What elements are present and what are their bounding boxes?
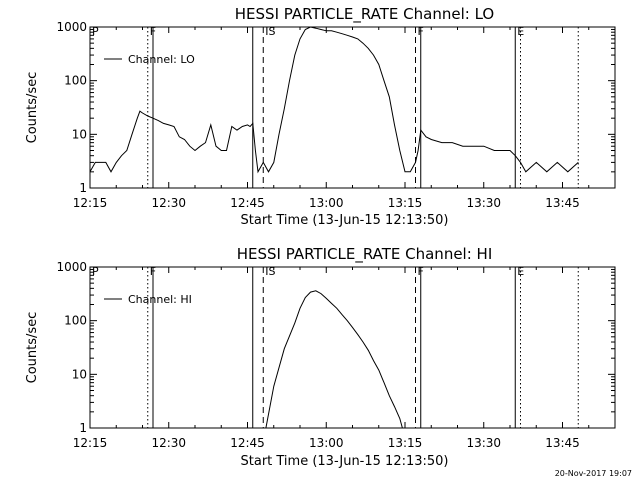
x-tick-label: 13:45: [545, 436, 580, 450]
y-tick-label: 1000: [56, 20, 87, 34]
panel-hi: HESSI PARTICLE_RATE Channel: HI Start Tim…: [25, 245, 616, 469]
x-tick-label: 12:45: [230, 196, 265, 210]
chart-title: HESSI PARTICLE_RATE Channel: LO: [235, 5, 494, 24]
y-tick-label: 100: [64, 74, 87, 88]
series-line: [90, 27, 579, 174]
x-tick-label: 13:30: [466, 196, 501, 210]
x-tick-label: 13:30: [466, 436, 501, 450]
plot-frame: [89, 26, 616, 189]
event-marker-label: IS: [265, 265, 275, 278]
plot-frame: [89, 266, 616, 429]
series-line: [265, 290, 403, 428]
legend-label: Channel: LO: [128, 53, 195, 66]
x-tick-label: 13:00: [309, 196, 344, 210]
y-tick-label: 10: [72, 127, 87, 141]
x-tick-label: 12:45: [230, 436, 265, 450]
x-tick-label: 13:45: [545, 196, 580, 210]
y-axis-label: Counts/sec: [25, 312, 40, 384]
event-marker-label: P: [92, 265, 99, 278]
x-tick-label: 12:30: [151, 196, 186, 210]
x-tick-label: 13:15: [388, 196, 423, 210]
y-tick-label: 1: [79, 421, 87, 435]
x-tick-label: 12:15: [73, 436, 108, 450]
x-axis-label: Start Time (13-Jun-15 12:13:50): [241, 454, 449, 469]
panel-lo: HESSI PARTICLE_RATE Channel: LO Start Tim…: [25, 5, 616, 228]
footer-timestamp: 20-Nov-2017 19:07: [555, 469, 632, 478]
y-tick-label: 1000: [56, 260, 87, 274]
y-tick-label: 1: [79, 181, 87, 195]
legend-label: Channel: HI: [128, 293, 192, 306]
y-tick-label: 100: [64, 314, 87, 328]
x-axis-label: Start Time (13-Jun-15 12:13:50): [241, 213, 449, 228]
y-tick-label: 10: [72, 367, 87, 381]
x-tick-label: 13:15: [388, 436, 423, 450]
x-tick-label: 12:30: [151, 436, 186, 450]
event-marker-label: IS: [265, 25, 275, 38]
x-tick-label: 13:00: [309, 436, 344, 450]
y-axis-label: Counts/sec: [25, 72, 40, 144]
event-marker-label: P: [92, 25, 99, 38]
x-tick-label: 12:15: [73, 196, 108, 210]
chart-title: HESSI PARTICLE_RATE Channel: HI: [237, 245, 493, 264]
